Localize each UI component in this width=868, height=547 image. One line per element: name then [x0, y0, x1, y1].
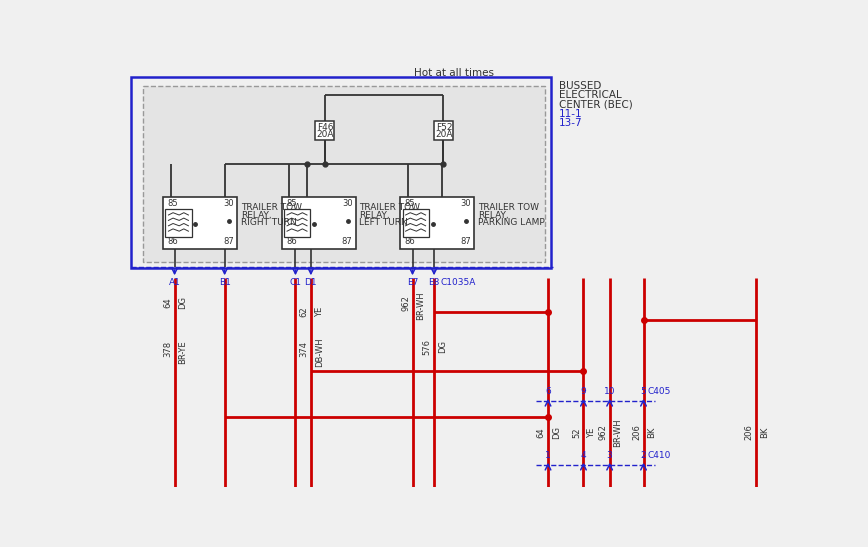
Bar: [315, 121, 334, 139]
Text: C405: C405: [648, 387, 671, 396]
Text: BR-WH: BR-WH: [614, 418, 622, 447]
Text: F52: F52: [436, 123, 452, 132]
Text: 962: 962: [598, 424, 608, 440]
Text: 374: 374: [299, 341, 308, 357]
Text: C1: C1: [289, 277, 301, 287]
Text: BK: BK: [648, 427, 656, 438]
Text: E7: E7: [407, 277, 418, 287]
Text: 85: 85: [168, 199, 178, 208]
Text: 9: 9: [581, 387, 586, 396]
Text: 378: 378: [163, 341, 172, 357]
Text: 10: 10: [604, 387, 615, 396]
Text: RELAY,: RELAY,: [359, 211, 390, 219]
Text: 1: 1: [545, 451, 551, 460]
Text: DG: DG: [552, 426, 561, 439]
Text: Hot at all times: Hot at all times: [414, 68, 494, 78]
Text: 3: 3: [607, 451, 613, 460]
Bar: [403, 209, 429, 237]
Text: C410: C410: [648, 451, 671, 460]
Bar: [165, 209, 192, 237]
Text: 87: 87: [223, 237, 233, 247]
Text: 6: 6: [545, 387, 551, 396]
Bar: [284, 209, 310, 237]
Text: BUSSED: BUSSED: [559, 81, 602, 91]
Text: 4: 4: [581, 451, 586, 460]
Text: 86: 86: [404, 237, 416, 247]
Text: 86: 86: [168, 237, 179, 247]
Text: 30: 30: [342, 199, 352, 208]
Text: TRAILER TOW: TRAILER TOW: [359, 203, 420, 212]
Text: 206: 206: [745, 424, 753, 440]
Text: DG: DG: [179, 296, 187, 309]
Text: D1: D1: [305, 277, 317, 287]
Text: ELECTRICAL: ELECTRICAL: [559, 90, 621, 100]
Text: 64: 64: [163, 298, 172, 308]
Text: 206: 206: [632, 424, 641, 440]
Text: BR-YE: BR-YE: [179, 340, 187, 364]
Text: BK: BK: [760, 427, 769, 438]
Text: RIGHT TURN: RIGHT TURN: [240, 218, 297, 227]
Bar: [143, 86, 545, 262]
Text: 64: 64: [536, 427, 546, 438]
Text: 20A: 20A: [317, 130, 334, 139]
Text: RELAY,: RELAY,: [240, 211, 272, 219]
Text: C1035A: C1035A: [440, 277, 476, 287]
Text: 87: 87: [342, 237, 352, 247]
Bar: [400, 196, 474, 249]
Bar: [131, 77, 551, 268]
Bar: [434, 121, 452, 139]
Text: 576: 576: [423, 339, 431, 354]
Text: 87: 87: [460, 237, 471, 247]
Text: 30: 30: [223, 199, 233, 208]
Text: DB-WH: DB-WH: [315, 337, 324, 367]
Text: E8: E8: [429, 277, 440, 287]
Text: 85: 85: [404, 199, 416, 208]
Text: 2: 2: [641, 451, 647, 460]
Text: 962: 962: [401, 295, 411, 311]
Text: 11-1: 11-1: [559, 109, 582, 119]
Text: 52: 52: [572, 427, 582, 438]
Text: CENTER (BEC): CENTER (BEC): [559, 100, 633, 109]
Text: 30: 30: [460, 199, 471, 208]
Text: LEFT TURN: LEFT TURN: [359, 218, 408, 227]
Text: 85: 85: [286, 199, 297, 208]
Text: 5: 5: [641, 387, 647, 396]
Text: PARKING LAMP: PARKING LAMP: [478, 218, 545, 227]
Text: 62: 62: [299, 307, 308, 317]
Text: 13-7: 13-7: [559, 118, 582, 128]
Text: TRAILER TOW: TRAILER TOW: [478, 203, 539, 212]
Text: YE: YE: [588, 427, 596, 438]
Text: BR-WH: BR-WH: [417, 292, 425, 320]
Text: 86: 86: [286, 237, 297, 247]
Text: B1: B1: [219, 277, 231, 287]
Text: TRAILER TOW: TRAILER TOW: [240, 203, 302, 212]
Bar: [281, 196, 356, 249]
Text: YE: YE: [315, 307, 324, 317]
Text: A1: A1: [168, 277, 181, 287]
Text: F46: F46: [317, 123, 334, 132]
Text: DG: DG: [438, 340, 447, 353]
Text: 20A: 20A: [436, 130, 453, 139]
Bar: [163, 196, 237, 249]
Text: RELAY,: RELAY,: [478, 211, 509, 219]
